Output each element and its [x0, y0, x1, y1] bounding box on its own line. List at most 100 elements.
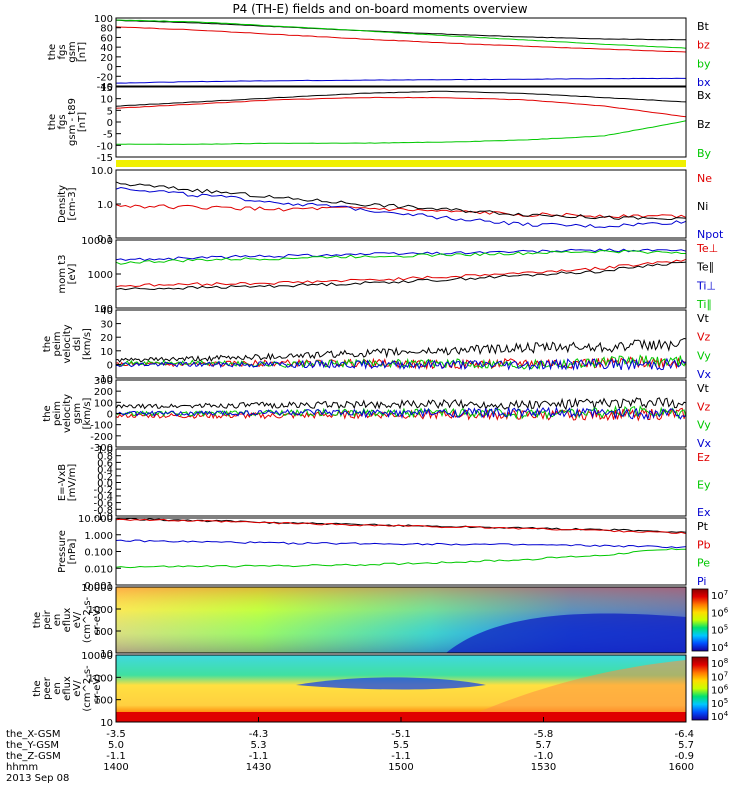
y-tick-label: 0	[107, 360, 113, 371]
y-tick-label: 10000	[81, 583, 113, 594]
y-tick-label: 100	[94, 14, 113, 25]
y-tick-label: 10	[100, 95, 113, 106]
legend-entry-Vt: Vt	[697, 312, 710, 325]
y-tick-label: 0.001	[84, 581, 113, 592]
legend-entry-Ez: Ez	[697, 451, 710, 464]
x-row-value: 1530	[531, 762, 556, 773]
y-axis-label: Pressure[nPa]	[57, 530, 78, 573]
legend-entry-Vy: Vy	[697, 419, 711, 432]
y-tick-label: 0.4	[97, 465, 113, 476]
x-row-label: the_X-GSM	[6, 729, 60, 740]
legend-entry-Npot: Npot	[697, 228, 724, 241]
colorbar-tick-label: 107	[711, 589, 728, 602]
x-row-value: -5.8	[534, 729, 554, 740]
colorbar	[691, 588, 709, 652]
y-tick-label: 0.0	[97, 479, 113, 490]
y-tick-label: 0.1	[97, 234, 113, 245]
panel-frame	[115, 448, 687, 517]
colorbar	[691, 656, 709, 721]
colorbar-tick-label: 104	[711, 641, 729, 654]
y-tick-label: 200	[94, 387, 113, 398]
y-tick-label: 0.100	[84, 548, 113, 559]
legend-entry-by: by	[697, 57, 711, 70]
legend-entry-Ne: Ne	[697, 172, 712, 185]
y-axis-label: thefgsgsm[nT]	[47, 41, 88, 62]
panel-peir_en_eflux: 107 106 105 104 10000 1000 100 10 thepeireneflux…	[32, 583, 729, 660]
y-tick-label: -300	[90, 443, 113, 454]
panel-frame	[115, 586, 687, 654]
figure-title: P4 (TH-E) fields and on-board moments ov…	[232, 2, 527, 16]
y-tick-label: 10.000	[78, 514, 113, 525]
y-tick-label: 0.2	[97, 472, 113, 483]
x-row-value: 1430	[246, 762, 271, 773]
panel-frame	[115, 239, 687, 309]
x-row-value: 1500	[388, 762, 413, 773]
y-tick-label: 10	[100, 718, 113, 729]
series-pressure-Pe	[115, 548, 686, 569]
x-row-value: 1600	[669, 762, 694, 773]
y-tick-label: 1.0	[97, 445, 113, 456]
y-tick-label: 10.0	[91, 166, 113, 177]
y-tick-label: -40	[97, 82, 113, 93]
legend-entry-Vx: Vx	[697, 368, 712, 381]
series-density-Ne	[115, 204, 687, 219]
series-density-Npot	[115, 186, 687, 229]
y-tick-label: 100	[94, 398, 113, 409]
y-tick-label: 80	[100, 24, 113, 35]
series-fgs_gsm-Bt	[115, 19, 686, 41]
y-tick-label: 20	[100, 333, 113, 344]
quality-flag-bar	[116, 160, 686, 167]
series-temperature-Ti⊥	[115, 248, 687, 261]
panel-frame	[115, 517, 687, 586]
x-row-value: 5.3	[251, 740, 267, 751]
x-row-value: -1.1	[391, 751, 411, 762]
y-tick-label: 1000	[88, 605, 113, 616]
colorbar-tick-label: 107	[711, 670, 728, 683]
electron-low-flux-band	[296, 677, 486, 690]
series-temperature-Te⊥	[115, 258, 687, 288]
series-fgs_gsm-bx	[115, 77, 686, 84]
legend-entry-Te∥: Te∥	[696, 261, 714, 274]
legend-entry-Ti⊥: Ti⊥	[696, 279, 716, 292]
series-density-Ni	[115, 181, 687, 221]
y-axis-label: E=-VxB[mV/m]	[57, 464, 78, 502]
y-axis-label: thepeerenefluxeV/(cm^2-s-sr-eV)	[32, 665, 103, 712]
x-row-value: -1.1	[106, 751, 126, 762]
legend-entry-Ni: Ni	[697, 200, 708, 213]
legend-entry-Vz: Vz	[697, 400, 711, 413]
y-tick-label: 0	[107, 63, 113, 74]
panel-pressure: 10.000 1.000 0.100 0.010 0.001 Pressure[nPa] P…	[57, 514, 711, 592]
y-tick-label: 300	[94, 376, 113, 387]
series-peim_velocity_dsl-Vt	[115, 337, 687, 363]
series-fgs_gsm-by	[115, 19, 687, 49]
y-axis-label: mom t3[eV]	[57, 254, 78, 293]
legend-entry-Pi: Pi	[697, 575, 706, 588]
x-row-value: -4.3	[249, 729, 269, 740]
legend-entry-Bx: Bx	[697, 89, 712, 102]
series-pressure-Pb	[115, 518, 687, 535]
date-label: 2013 Sep 08	[6, 773, 69, 784]
y-tick-label: 100	[94, 627, 113, 638]
y-tick-label: 30	[100, 320, 113, 331]
series-fgs_gsm-bz	[115, 26, 687, 53]
y-axis-label: thepeimvelocitygsm[km/s]	[42, 394, 93, 433]
legend-entry-bz: bz	[697, 39, 710, 52]
legend-entry-Ti∥: Ti∥	[696, 298, 712, 311]
y-tick-label: -0.2	[93, 485, 113, 496]
y-tick-label: 0	[107, 118, 113, 129]
legend-entry-Te⊥: Te⊥	[696, 242, 718, 255]
x-row-label: hhmm	[6, 762, 38, 773]
y-tick-label: -5	[103, 130, 113, 141]
electron-high-energy-region	[456, 660, 686, 722]
y-tick-label: -10	[97, 374, 113, 385]
y-axis-label: thefgsgsm - t89[nT]	[47, 98, 88, 146]
x-row-value: 1400	[103, 762, 128, 773]
colorbar-tick-label: 108	[711, 657, 728, 670]
y-tick-label: 100	[94, 304, 113, 315]
panel-frame	[115, 309, 687, 379]
x-row-value: 5.0	[108, 740, 124, 751]
y-tick-label: -10	[97, 141, 113, 152]
legend-entry-Bt: Bt	[697, 20, 710, 33]
